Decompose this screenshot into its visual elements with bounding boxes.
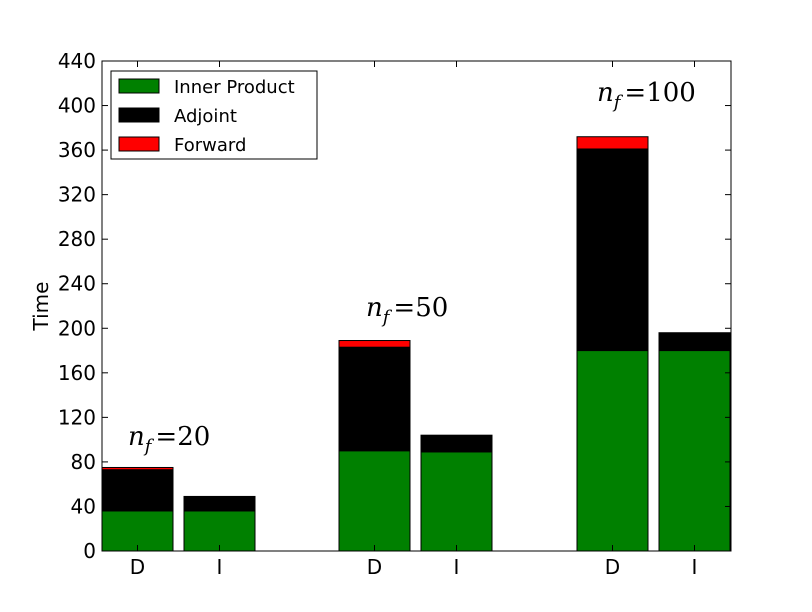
bar-segment-adjoint [183,495,256,512]
y-tick-label: 160 [58,361,96,385]
annotation-subscript: f [381,307,393,328]
bar-segment-inner-product [420,451,493,552]
bars-layer [101,136,731,552]
bar-segment-inner-product [338,450,411,552]
y-tick-label: 120 [58,405,96,429]
y-axis-title: Time [29,282,53,332]
legend-swatch-inner-product [118,78,160,94]
bar-segment-inner-product [658,350,731,552]
bar-segment-adjoint [576,148,649,352]
y-tick-label: 240 [58,272,96,296]
annotation-value: =20 [155,422,210,452]
legend-label-adjoint: Adjoint [174,106,237,127]
annotation-value: =50 [393,293,448,323]
y-tick-label: 400 [58,94,96,118]
annotation-symbol: n [366,293,383,323]
ticks-layer: 0 40 80 120 160 200 240 280 320 360 400 440 [58,49,731,563]
y-tick-label: 360 [58,138,96,162]
group-annotation: nf =50 [366,293,448,328]
x-tick-label: I [217,555,223,579]
bar-segment-forward [338,340,411,348]
annotation-symbol: n [128,422,145,452]
x-tick-label: I [454,555,460,579]
x-tick-label: D [605,555,620,579]
annotation-subscript: f [143,436,155,457]
legend-swatch-forward [118,136,160,152]
y-tick-label: 280 [58,227,96,251]
x-tick-label: D [130,555,145,579]
group-annotation: nf =100 [597,78,696,113]
x-tick-label: I [692,555,698,579]
y-tick-label: 40 [71,494,96,518]
bar-segment-adjoint [658,332,731,352]
x-tick-label: D [367,555,382,579]
bar-segment-inner-product [183,510,256,552]
y-tick-label: 0 [83,539,96,563]
plot-frame [101,60,732,552]
annotation-subscript: f [612,92,624,113]
legend-label-forward: Forward [174,135,246,156]
bar-segment-adjoint [101,469,174,512]
bar-segment-forward [101,466,174,471]
annotation-symbol: n [597,78,614,108]
group-annotation: nf =20 [128,422,210,457]
bar-segment-adjoint [420,434,493,453]
legend-swatch-adjoint [118,107,160,123]
bar-segment-inner-product [576,350,649,552]
legend: Inner Product Adjoint Forward [110,70,318,160]
legend-label-inner-product: Inner Product [174,77,295,98]
y-tick-label: 80 [71,450,96,474]
bar-segment-adjoint [338,346,411,452]
bar-segment-forward [576,136,649,150]
y-tick-label: 200 [58,316,96,340]
bar-segment-inner-product [101,510,174,552]
y-tick-label: 440 [58,49,96,73]
annotation-value: =100 [624,78,695,108]
y-tick-label: 320 [58,183,96,207]
